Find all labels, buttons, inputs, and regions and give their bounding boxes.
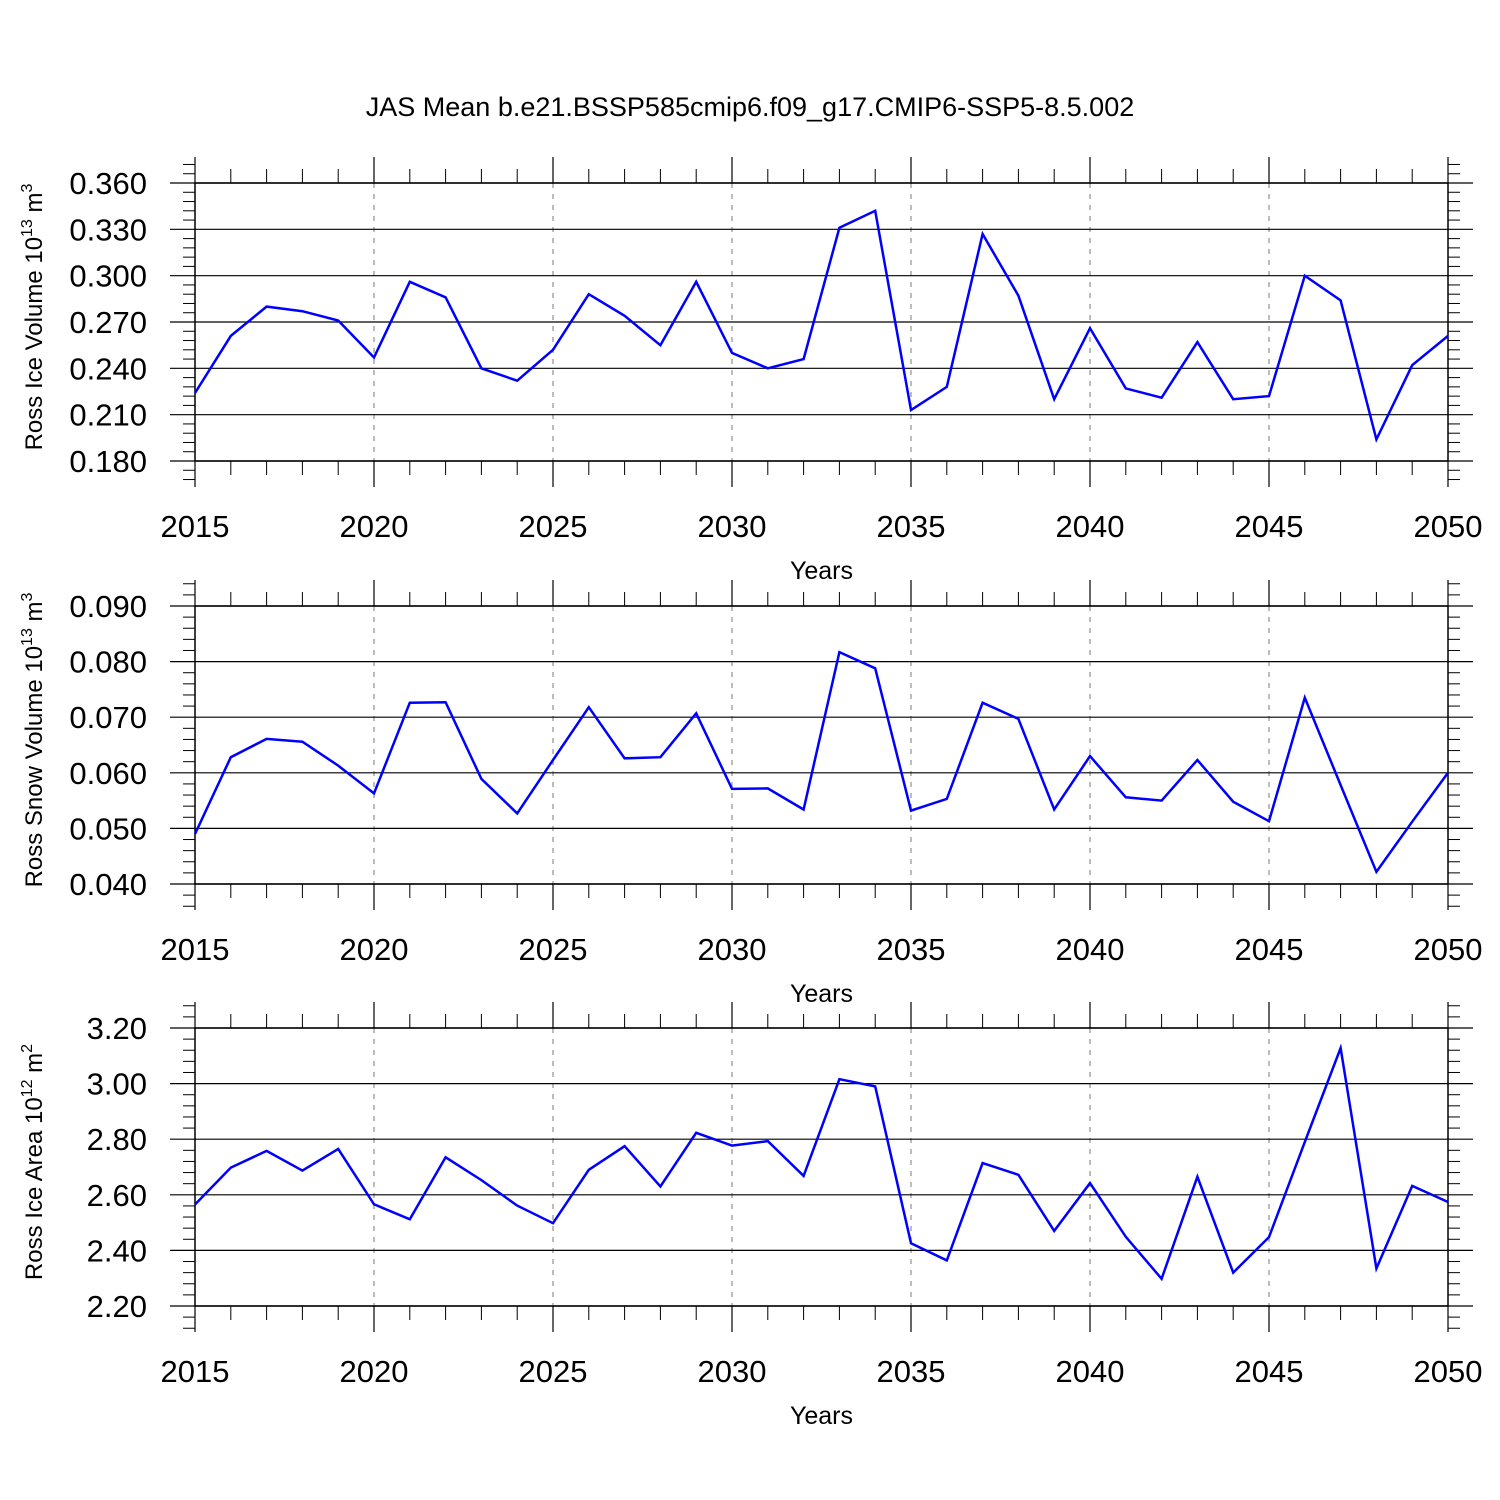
y-tick-label: 3.20 — [87, 1011, 147, 1046]
x-tick-label: 2025 — [519, 509, 588, 544]
x-tick-label: 2030 — [698, 1354, 767, 1389]
y-tick-label: 0.270 — [69, 305, 147, 340]
data-series-line — [194, 1043, 1449, 1282]
x-tick-label: 2050 — [1414, 1354, 1483, 1389]
y-tick-label: 0.040 — [69, 867, 147, 902]
x-tick-label: 2030 — [698, 932, 767, 967]
plot-frame — [194, 1027, 1449, 1307]
panel-1: 0.180 0.210 0.240 0.270 0.300 0.330 0.360 2015 2… — [19, 157, 1482, 585]
x-tick-label: 2050 — [1414, 509, 1483, 544]
x-tick-label: 2020 — [340, 509, 409, 544]
x-tick-label: 2025 — [519, 1354, 588, 1389]
x-tick-label: 2020 — [340, 932, 409, 967]
x-tick-label: 2015 — [161, 932, 230, 967]
y-tick-label: 0.060 — [69, 756, 147, 791]
x-tick-label: 2020 — [340, 1354, 409, 1389]
plot-frame — [194, 182, 1449, 462]
y-tick-label: 3.00 — [87, 1067, 147, 1102]
y-tick-label: 0.070 — [69, 700, 147, 735]
x-tick-label: 2040 — [1056, 1354, 1125, 1389]
x-tick-label: 2045 — [1235, 932, 1304, 967]
x-tick-label: 2040 — [1056, 509, 1125, 544]
x-tick-label: 2035 — [877, 1354, 946, 1389]
chart-title: JAS Mean b.e21.BSSP585cmip6.f09_g17.CMIP… — [365, 92, 1135, 122]
panel-3: 2.20 2.40 2.60 2.80 3.00 3.20 2015 2020 2025 2030… — [19, 1002, 1482, 1430]
y-tick-label: 2.20 — [87, 1289, 147, 1324]
x-tick-label: 2040 — [1056, 932, 1125, 967]
y-tick-label: 0.050 — [69, 811, 147, 846]
y-tick-label: 2.80 — [87, 1122, 147, 1157]
x-tick-label: 2015 — [161, 509, 230, 544]
y-tick-label: 2.40 — [87, 1233, 147, 1268]
x-tick-label: 2025 — [519, 932, 588, 967]
data-series-line — [193, 208, 1449, 444]
plot-frame — [194, 605, 1449, 885]
x-tick-label: 2050 — [1414, 932, 1483, 967]
y-tick-label: 0.240 — [69, 351, 147, 386]
y-tick-label: 0.300 — [69, 259, 147, 294]
y-axis-label: Ross Ice Volume 1013 m3 — [19, 183, 48, 450]
y-axis-label: Ross Snow Volume 1013 m3 — [19, 592, 48, 887]
y-tick-label: 0.080 — [69, 645, 147, 680]
x-tick-label: 2035 — [877, 509, 946, 544]
x-axis-label: Years — [790, 557, 853, 585]
y-tick-label: 0.360 — [69, 166, 147, 201]
y-axis-label: Ross Ice Area 1012 m2 — [19, 1044, 48, 1280]
x-tick-label: 2045 — [1235, 509, 1304, 544]
x-tick-label: 2030 — [698, 509, 767, 544]
y-tick-label: 0.180 — [69, 444, 147, 479]
x-tick-label: 2045 — [1235, 1354, 1304, 1389]
data-series-line — [193, 650, 1450, 875]
y-tick-label: 2.60 — [87, 1178, 147, 1213]
x-tick-label: 2015 — [161, 1354, 230, 1389]
panel-2: 0.040 0.050 0.060 0.070 0.080 0.090 2015 2020 20… — [19, 580, 1482, 1008]
x-axis-label: Years — [790, 1402, 853, 1430]
x-axis-label: Years — [790, 980, 853, 1008]
y-tick-label: 0.210 — [69, 398, 147, 433]
y-tick-label: 0.330 — [69, 212, 147, 247]
x-tick-label: 2035 — [877, 932, 946, 967]
y-tick-label: 0.090 — [69, 589, 147, 624]
